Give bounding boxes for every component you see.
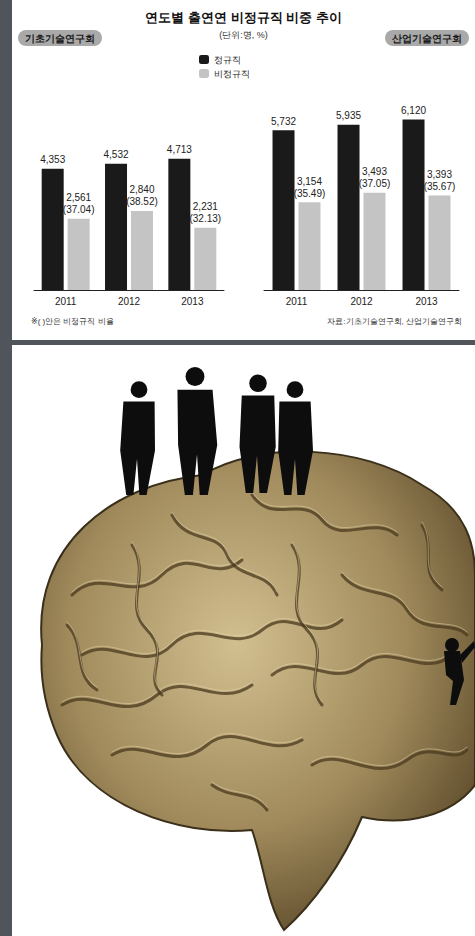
svg-text:4,532: 4,532 [104,149,129,160]
svg-text:3,493: 3,493 [362,166,387,177]
svg-text:(37.04): (37.04) [63,204,95,215]
svg-text:4,353: 4,353 [40,154,65,165]
svg-text:2012: 2012 [118,296,141,307]
svg-text:(35.49): (35.49) [294,188,326,199]
svg-text:5,732: 5,732 [271,116,296,127]
svg-text:2013: 2013 [415,296,438,307]
svg-text:기초기술연구회: 기초기술연구회 [25,33,95,44]
svg-text:3,154: 3,154 [297,176,322,187]
svg-text:2013: 2013 [181,296,204,307]
svg-text:2012: 2012 [350,296,373,307]
svg-text:2,561: 2,561 [66,192,91,203]
svg-text:2,840: 2,840 [129,184,154,195]
svg-text:(단위:명, %): (단위:명, %) [219,30,268,40]
svg-text:4,713: 4,713 [167,144,192,155]
svg-text:2011: 2011 [286,296,308,307]
svg-text:(35.67): (35.67) [424,181,456,192]
svg-text:(38.52): (38.52) [126,196,158,207]
svg-text:산업기술연구회: 산업기술연구회 [392,33,462,44]
svg-text:※( )안은 비정규직 비율: ※( )안은 비정규직 비율 [31,317,114,326]
svg-text:비정규직: 비정규직 [214,69,250,79]
svg-text:5,935: 5,935 [336,110,361,121]
svg-text:2,231: 2,231 [193,201,218,212]
svg-text:정규직: 정규직 [214,55,241,65]
svg-text:(37.05): (37.05) [359,178,391,189]
svg-text:연도별 출연연 비정규직 비중 추이: 연도별 출연연 비정규직 비중 추이 [145,10,341,25]
svg-text:3,393: 3,393 [427,169,452,180]
svg-text:자료:기초기술연구회, 산업기술연구회: 자료:기초기술연구회, 산업기술연구회 [327,317,462,326]
svg-text:(32.13): (32.13) [189,213,221,224]
svg-text:2011: 2011 [55,296,77,307]
svg-text:6,120: 6,120 [401,105,426,116]
